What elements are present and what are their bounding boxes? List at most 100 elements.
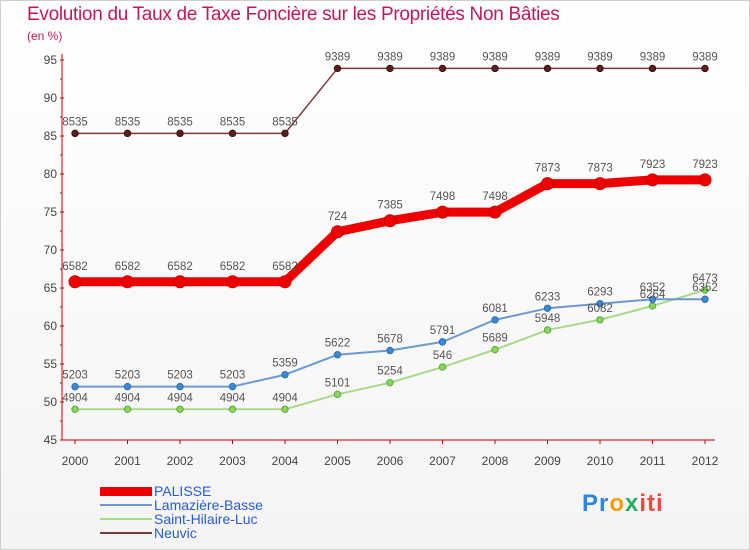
data-label-saint-hilaire-luc: 6082: [587, 303, 613, 315]
data-point-saint-hilaire-luc: [491, 345, 499, 354]
data-label-neuvic: 8535: [62, 116, 88, 128]
data-label-neuvic: 9389: [535, 51, 561, 63]
data-label-neuvic: 9389: [377, 51, 403, 63]
data-point-neuvic: [123, 129, 132, 138]
data-label-palisse: 6582: [272, 261, 298, 273]
data-point-palisse: [698, 173, 712, 187]
proxiti-logo: Proxiti: [582, 490, 664, 517]
data-point-palisse: [593, 177, 607, 191]
data-label-lamaziere-basse: 6352: [640, 282, 666, 294]
data-label-saint-hilaire-luc: 5254: [377, 366, 403, 378]
y-tick-label: 90: [44, 91, 58, 105]
x-tick-label: 2003: [219, 454, 246, 468]
legend: PALISSE Lamazière-Basse Saint-Hilaire-Lu…: [100, 483, 263, 541]
data-point-saint-hilaire-luc: [123, 405, 132, 413]
data-label-saint-hilaire-luc: 5101: [325, 377, 351, 389]
legend-label-neuvic: Neuvic: [154, 525, 197, 541]
data-point-lamaziere-basse: [543, 304, 552, 312]
legend-swatch-neuvic: [100, 532, 152, 534]
data-point-lamaziere-basse: [491, 316, 499, 324]
data-point-neuvic: [491, 64, 499, 73]
data-label-neuvic: 8535: [115, 116, 141, 128]
data-label-palisse: 7923: [640, 159, 666, 171]
data-label-palisse: 7498: [482, 191, 508, 203]
data-point-saint-hilaire-luc: [71, 405, 79, 413]
x-tick-label: 2007: [429, 454, 456, 468]
data-point-palisse: [383, 214, 397, 228]
data-point-palisse: [278, 275, 292, 289]
data-point-saint-hilaire-luc: [648, 302, 657, 310]
y-tick-label: 45: [44, 433, 58, 447]
data-label-palisse: 6582: [62, 261, 88, 273]
y-tick-label: 55: [44, 357, 58, 371]
data-point-neuvic: [333, 64, 342, 73]
data-label-lamaziere-basse: 5622: [325, 338, 351, 350]
data-label-neuvic: 9389: [587, 51, 613, 63]
data-point-palisse: [68, 275, 82, 289]
data-label-lamaziere-basse: 5678: [377, 333, 403, 345]
data-point-saint-hilaire-luc: [386, 378, 394, 387]
data-point-neuvic: [71, 129, 79, 138]
data-label-palisse: 7873: [535, 163, 561, 175]
data-point-lamaziere-basse: [648, 295, 657, 303]
data-label-palisse: 724: [328, 211, 348, 223]
data-label-saint-hilaire-luc: 4904: [167, 392, 193, 404]
x-tick-label: 2000: [62, 454, 89, 468]
data-point-lamaziere-basse: [71, 382, 79, 391]
legend-swatch-palisse: [100, 486, 152, 496]
data-label-neuvic: 9389: [692, 51, 718, 63]
data-label-lamaziere-basse: 5203: [167, 370, 193, 382]
data-label-saint-hilaire-luc: 5948: [535, 313, 561, 325]
x-tick-label: 2005: [324, 454, 351, 468]
data-point-neuvic: [701, 64, 709, 73]
data-label-neuvic: 9389: [325, 51, 351, 63]
data-label-palisse: 6582: [115, 261, 141, 273]
data-point-neuvic: [228, 129, 237, 138]
legend-item-saint-hilaire-luc: Saint-Hilaire-Luc: [100, 511, 263, 527]
data-point-lamaziere-basse: [386, 346, 394, 355]
y-unit-label: (en %): [27, 29, 63, 43]
y-tick-label: 80: [44, 167, 58, 181]
data-point-saint-hilaire-luc: [333, 390, 342, 399]
data-label-palisse: 6582: [167, 261, 193, 273]
y-tick-label: 70: [44, 243, 58, 257]
x-tick-label: 2006: [377, 454, 404, 468]
data-label-neuvic: 9389: [640, 51, 666, 63]
data-point-palisse: [121, 275, 134, 289]
data-point-saint-hilaire-luc: [228, 405, 237, 413]
x-tick-label: 2010: [587, 454, 614, 468]
legend-label-palisse: PALISSE: [154, 483, 212, 499]
data-point-saint-hilaire-luc: [596, 316, 604, 324]
data-point-lamaziere-basse: [281, 371, 289, 379]
legend-item-neuvic: Neuvic: [100, 525, 263, 541]
data-label-palisse: 7923: [692, 159, 718, 171]
data-point-palisse: [331, 225, 344, 239]
data-point-palisse: [488, 205, 502, 219]
data-point-saint-hilaire-luc: [543, 326, 552, 334]
data-point-lamaziere-basse: [596, 300, 604, 308]
data-point-palisse: [173, 275, 187, 289]
data-label-lamaziere-basse: 6233: [535, 291, 561, 303]
data-label-palisse: 7385: [377, 200, 403, 212]
x-tick-label: 2008: [482, 454, 509, 468]
data-point-saint-hilaire-luc: [438, 363, 447, 371]
y-tick-label: 75: [44, 205, 58, 219]
data-label-saint-hilaire-luc: 5689: [482, 333, 508, 345]
legend-swatch-saint-hilaire-luc: [100, 518, 152, 520]
data-label-lamaziere-basse: 5359: [272, 358, 298, 370]
data-point-neuvic: [386, 64, 394, 73]
data-label-lamaziere-basse: 6352: [692, 282, 718, 294]
data-label-lamaziere-basse: 5203: [220, 370, 246, 382]
data-point-neuvic: [176, 129, 184, 138]
data-label-lamaziere-basse: 5791: [430, 325, 456, 337]
data-label-neuvic: 8535: [272, 116, 298, 128]
data-label-lamaziere-basse: 6081: [482, 303, 508, 315]
data-point-lamaziere-basse: [333, 351, 342, 359]
data-label-lamaziere-basse: 5203: [62, 370, 88, 382]
data-point-saint-hilaire-luc: [701, 286, 709, 294]
data-label-neuvic: 8535: [220, 116, 246, 128]
data-point-palisse: [436, 205, 449, 219]
y-tick-label: 60: [44, 319, 58, 333]
